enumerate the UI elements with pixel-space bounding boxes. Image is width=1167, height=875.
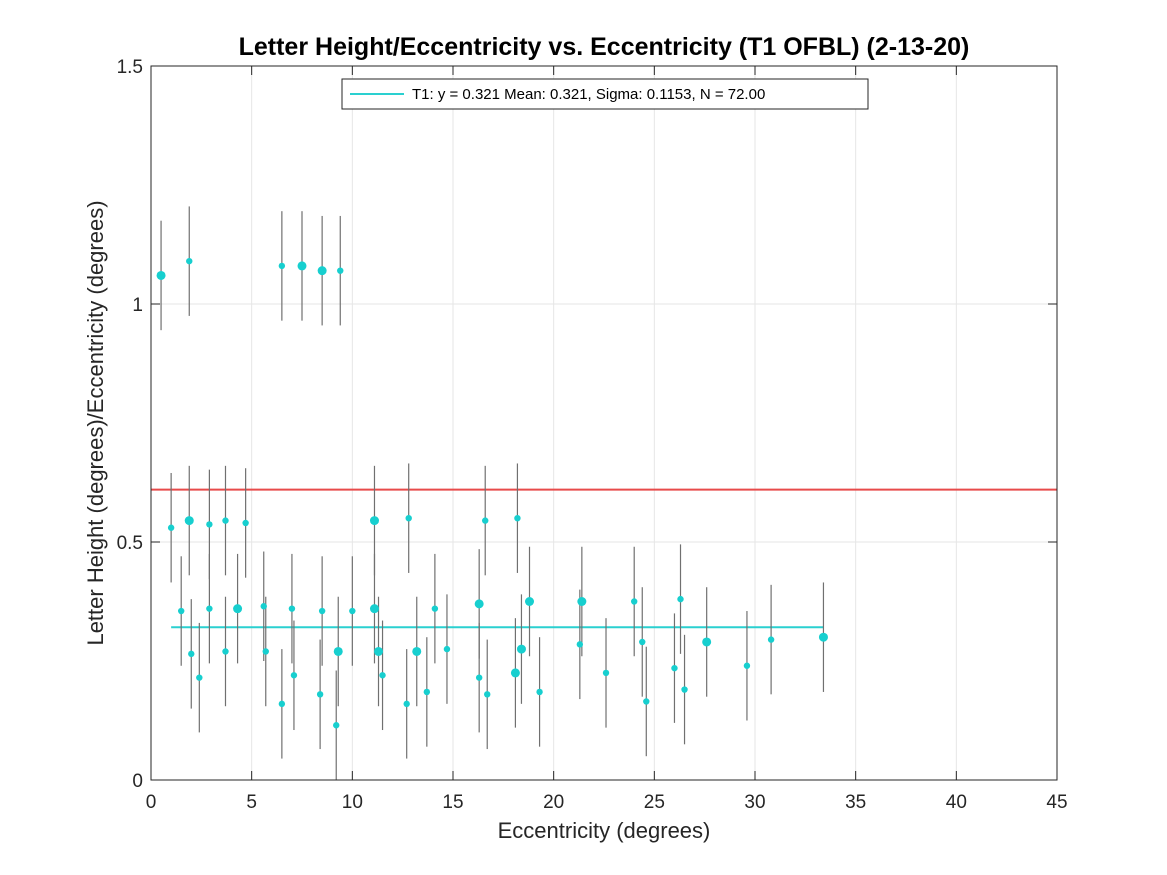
data-point [222,517,229,524]
data-point [475,674,483,681]
data-point [379,672,386,679]
data-point [423,688,431,696]
plot-area [151,66,1057,780]
data-point [482,517,489,524]
data-point [484,691,491,698]
data-point [514,515,521,522]
data-point [262,648,269,655]
x-tick-label: 0 [146,792,157,813]
data-point [206,521,213,528]
data-point [349,607,356,615]
data-point [431,605,439,612]
data-point [474,599,484,609]
data-points [156,257,828,729]
data-point [242,519,249,527]
y-tick-label: 1 [132,295,143,316]
x-axis-title: Eccentricity (degrees) [498,818,711,843]
chart-title: Letter Height/Eccentricity vs. Eccentric… [239,33,970,61]
legend-entry-label: T1: y = 0.321 Mean: 0.321, Sigma: 0.1153… [412,86,765,103]
data-point [316,691,324,698]
x-tick-label: 20 [543,792,564,813]
y-axis-title: Letter Height (degrees)/Eccentricity (de… [83,200,108,645]
data-point [333,646,343,656]
data-point [577,597,587,606]
data-point [671,664,678,672]
data-point [743,662,751,669]
data-point [184,516,194,526]
data-point [602,669,610,677]
data-point [178,607,185,615]
x-tick-label: 25 [644,792,665,813]
y-tick-label: 0 [132,771,143,792]
data-point [318,607,326,615]
data-point [297,261,307,271]
data-point [510,668,520,678]
data-point [156,270,166,280]
data-point [290,672,298,679]
legend-box [341,78,869,110]
data-point [337,267,344,274]
data-point [576,641,584,648]
data-point [639,638,646,646]
data-point [681,686,688,693]
data-point [767,636,775,643]
data-point [516,644,526,654]
y-tick-label: 0.5 [117,533,143,554]
data-point [196,674,203,681]
data-point [525,597,535,606]
data-point [631,598,638,605]
legend: T1: y = 0.321 Mean: 0.321, Sigma: 0.1153… [341,78,869,110]
x-tick-label: 15 [442,792,463,813]
data-point [702,637,712,647]
data-point [188,650,195,658]
x-tick-label: 35 [845,792,866,813]
data-point [288,605,296,612]
axis-ticks [150,65,1058,781]
data-point [260,603,267,610]
tick-labels: 0 5 10 15 20 25 30 35 40 45 0 0.5 1 1.5 [117,57,1068,813]
data-point [186,257,193,265]
data-point [374,646,384,656]
data-point [333,722,340,729]
data-point [412,646,422,656]
data-point [278,262,286,270]
data-point [643,698,650,705]
data-point [536,688,543,696]
data-point [443,645,451,653]
data-point [222,648,229,655]
plot-border [150,65,1058,781]
data-point [278,700,286,708]
data-point [405,515,412,522]
data-point [677,595,684,603]
data-point [167,524,175,531]
data-point [403,700,410,708]
data-point [369,604,379,614]
x-tick-label: 45 [1046,792,1067,813]
x-tick-label: 5 [246,792,257,813]
data-point [206,605,213,612]
x-tick-label: 30 [744,792,765,813]
x-tick-label: 40 [946,792,967,813]
x-tick-label: 10 [342,792,363,813]
data-point [369,516,379,526]
data-point [818,632,828,642]
y-tick-label: 1.5 [117,57,143,78]
data-point [233,604,243,614]
data-point [317,266,327,276]
